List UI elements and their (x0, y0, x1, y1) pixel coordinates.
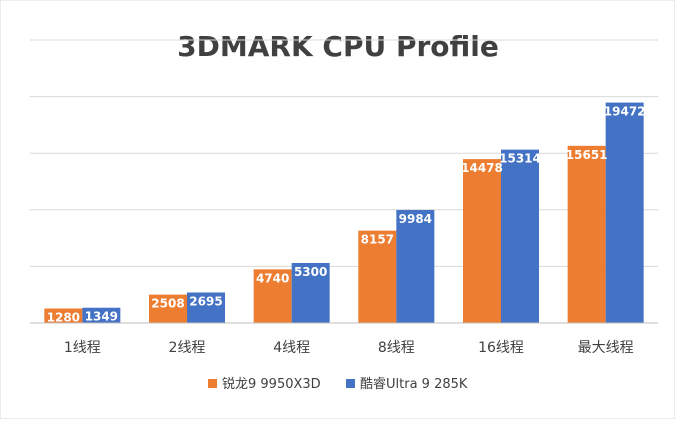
data-label: 19472 (604, 105, 646, 119)
x-axis: 1线程 2线程 4线程 8线程 16线程 最大线程 (30, 322, 658, 356)
data-label: 2695 (189, 294, 222, 308)
bar-series-2 (291, 263, 330, 323)
bar-series-1 (463, 159, 501, 323)
bars (44, 102, 644, 323)
data-label: 4740 (256, 271, 289, 285)
x-tick-label: 8线程 (378, 340, 415, 356)
data-labels: 1280 2508 4740 8157 14478 15651 1349 2695 5300 99… (47, 105, 646, 325)
x-tick-label: 4线程 (273, 340, 310, 356)
bar-series-2 (396, 209, 435, 323)
bar-series-2 (187, 292, 225, 323)
bar-series-1 (253, 269, 292, 323)
bar-series-1 (358, 230, 397, 323)
chart-title: 3DMARK CPU Profile (177, 30, 499, 63)
data-label: 14478 (461, 161, 503, 175)
data-label: 1280 (47, 311, 80, 325)
legend-swatch (208, 379, 217, 388)
data-label: 9984 (399, 212, 432, 226)
legend-swatch (346, 379, 355, 388)
x-tick-label: 2线程 (169, 340, 206, 356)
data-label: 1349 (85, 310, 118, 324)
bar-series-1 (149, 294, 187, 323)
data-label: 5300 (294, 265, 327, 279)
bar-series-2 (501, 149, 539, 323)
x-tick-label: 1线程 (64, 340, 101, 356)
legend-label: 锐龙9 9950X3D (222, 377, 321, 392)
data-label: 15651 (566, 148, 608, 162)
bar-series-2 (605, 102, 644, 323)
legend-label: 酷睿Ultra 9 285K (360, 377, 468, 392)
data-label: 8157 (361, 233, 394, 247)
data-label: 2508 (151, 297, 184, 311)
legend: 锐龙9 9950X3D 酷睿Ultra 9 285K (208, 377, 468, 392)
x-tick-label: 16线程 (478, 340, 524, 356)
data-label: 15314 (499, 152, 541, 166)
bar-series-1 (44, 308, 83, 323)
x-tick-label: 最大线程 (578, 340, 634, 356)
bar-series-2 (82, 307, 121, 323)
gridlines (30, 39, 658, 267)
bar-series-1 (567, 145, 606, 323)
